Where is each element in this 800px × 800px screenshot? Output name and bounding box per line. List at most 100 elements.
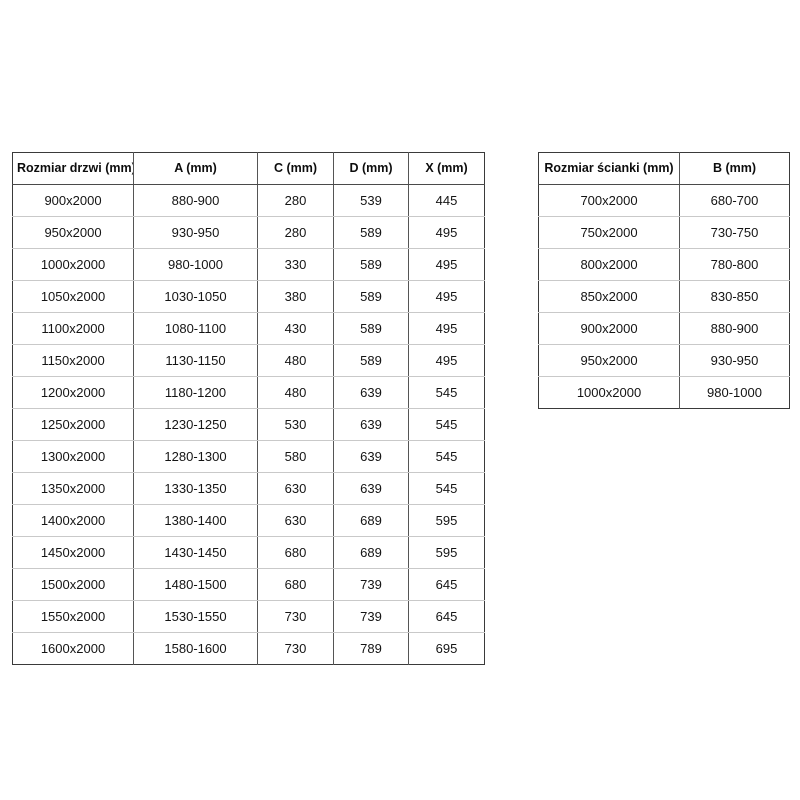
cell-wall-size: 750x2000 <box>538 216 680 249</box>
cell-a: 1380-1400 <box>133 504 258 537</box>
table-row: 850x2000 830-850 <box>538 280 790 313</box>
cell-d: 789 <box>333 632 409 665</box>
cell-a: 1480-1500 <box>133 568 258 601</box>
cell-c: 630 <box>257 472 334 505</box>
cell-a: 1330-1350 <box>133 472 258 505</box>
cell-x: 595 <box>408 504 485 537</box>
cell-c: 630 <box>257 504 334 537</box>
table-row: 1600x2000 1580-1600 730 789 695 <box>12 632 485 665</box>
cell-a: 1230-1250 <box>133 408 258 441</box>
cell-door-size: 1200x2000 <box>12 376 134 409</box>
cell-d: 739 <box>333 568 409 601</box>
cell-x: 645 <box>408 568 485 601</box>
cell-a: 1130-1150 <box>133 344 258 377</box>
cell-d: 689 <box>333 536 409 569</box>
column-header-b: B (mm) <box>679 152 790 185</box>
cell-b: 680-700 <box>679 184 790 217</box>
cell-d: 589 <box>333 344 409 377</box>
cell-b: 830-850 <box>679 280 790 313</box>
table-row: 700x2000 680-700 <box>538 184 790 217</box>
cell-door-size: 1550x2000 <box>12 600 134 633</box>
cell-d: 539 <box>333 184 409 217</box>
door-size-specification-table: Rozmiar drzwi (mm) A (mm) C (mm) D (mm) … <box>12 152 485 665</box>
cell-c: 280 <box>257 216 334 249</box>
cell-door-size: 1350x2000 <box>12 472 134 505</box>
cell-a: 1080-1100 <box>133 312 258 345</box>
cell-a: 1430-1450 <box>133 536 258 569</box>
cell-d: 589 <box>333 280 409 313</box>
table-row: 1150x2000 1130-1150 480 589 495 <box>12 344 485 377</box>
table-row: 900x2000 880-900 280 539 445 <box>12 184 485 217</box>
cell-b: 980-1000 <box>707 385 762 400</box>
cell-a: 880-900 <box>133 184 258 217</box>
cell-door-size: 1100x2000 <box>12 312 134 345</box>
table-row: 1000x2000 980-1000 330 589 495 <box>12 248 485 281</box>
cell-d: 589 <box>333 248 409 281</box>
table-header-row: Rozmiar ścianki (mm) B (mm) <box>538 152 790 185</box>
cell-d: 639 <box>333 376 409 409</box>
cell-c: 480 <box>257 344 334 377</box>
cell-door-size: 950x2000 <box>12 216 134 249</box>
cell-wall-size: 900x2000 <box>538 312 680 345</box>
cell-b: 780-800 <box>679 248 790 281</box>
cell-a: 1530-1550 <box>133 600 258 633</box>
cell-c: 530 <box>257 408 334 441</box>
cell-x: 495 <box>408 312 485 345</box>
cell-a: 980-1000 <box>133 248 258 281</box>
table-row: 1100x2000 1080-1100 430 589 495 <box>12 312 485 345</box>
cell-c: 480 <box>257 376 334 409</box>
cell-wall-size: 850x2000 <box>538 280 680 313</box>
cell-wall-size: 1000x2000 <box>538 376 680 409</box>
column-header-door-size: Rozmiar drzwi (mm) <box>12 152 134 185</box>
cell-b: 730-750 <box>679 216 790 249</box>
cell-c: 430 <box>257 312 334 345</box>
cell-x: 495 <box>408 344 485 377</box>
column-header-c: C (mm) <box>257 152 334 185</box>
column-header-x: X (mm) <box>408 152 485 185</box>
cell-a: 1180-1200 <box>133 376 258 409</box>
walls-table-body: 700x2000 680-700 750x2000 730-750 800x20… <box>538 184 790 409</box>
cell-x: 545 <box>408 472 485 505</box>
cell-d: 589 <box>333 216 409 249</box>
table-row: 1300x2000 1280-1300 580 639 545 <box>12 440 485 473</box>
table-row: 800x2000 780-800 <box>538 248 790 281</box>
cell-d: 639 <box>333 408 409 441</box>
cell-wall-size: 950x2000 <box>538 344 680 377</box>
cell-x: 695 <box>435 641 458 656</box>
wall-size-specification-table: Rozmiar ścianki (mm) B (mm) 700x2000 680… <box>538 152 790 409</box>
table-row: 1350x2000 1330-1350 630 639 545 <box>12 472 485 505</box>
table-row: 1500x2000 1480-1500 680 739 645 <box>12 568 485 601</box>
cell-b: 880-900 <box>679 312 790 345</box>
table-row: 950x2000 930-950 <box>538 344 790 377</box>
cell-c: 730 <box>257 600 334 633</box>
cell-x: 595 <box>408 536 485 569</box>
cell-d: 739 <box>333 600 409 633</box>
table-row: 1200x2000 1180-1200 480 639 545 <box>12 376 485 409</box>
cell-c: 380 <box>257 280 334 313</box>
cell-c: 330 <box>257 248 334 281</box>
cell-wall-size: 700x2000 <box>538 184 680 217</box>
table-row: 1550x2000 1530-1550 730 739 645 <box>12 600 485 633</box>
cell-d: 639 <box>333 440 409 473</box>
table-row: 1050x2000 1030-1050 380 589 495 <box>12 280 485 313</box>
cell-c: 580 <box>257 440 334 473</box>
table-row: 1400x2000 1380-1400 630 689 595 <box>12 504 485 537</box>
cell-x: 495 <box>408 216 485 249</box>
cell-c: 730 <box>257 632 334 665</box>
cell-door-size: 1300x2000 <box>12 440 134 473</box>
cell-door-size: 1000x2000 <box>12 248 134 281</box>
cell-door-size: 1150x2000 <box>12 344 134 377</box>
table-header-row: Rozmiar drzwi (mm) A (mm) C (mm) D (mm) … <box>12 152 485 185</box>
cell-door-size: 1450x2000 <box>12 536 134 569</box>
cell-x: 545 <box>408 408 485 441</box>
column-header-d: D (mm) <box>333 152 409 185</box>
cell-d: 589 <box>333 312 409 345</box>
table-row: 900x2000 880-900 <box>538 312 790 345</box>
cell-wall-size: 800x2000 <box>538 248 680 281</box>
column-header-a: A (mm) <box>133 152 258 185</box>
table-row: 1000x2000 980-1000 <box>538 376 790 409</box>
table-row: 1250x2000 1230-1250 530 639 545 <box>12 408 485 441</box>
cell-x: 545 <box>408 376 485 409</box>
table-row: 1450x2000 1430-1450 680 689 595 <box>12 536 485 569</box>
